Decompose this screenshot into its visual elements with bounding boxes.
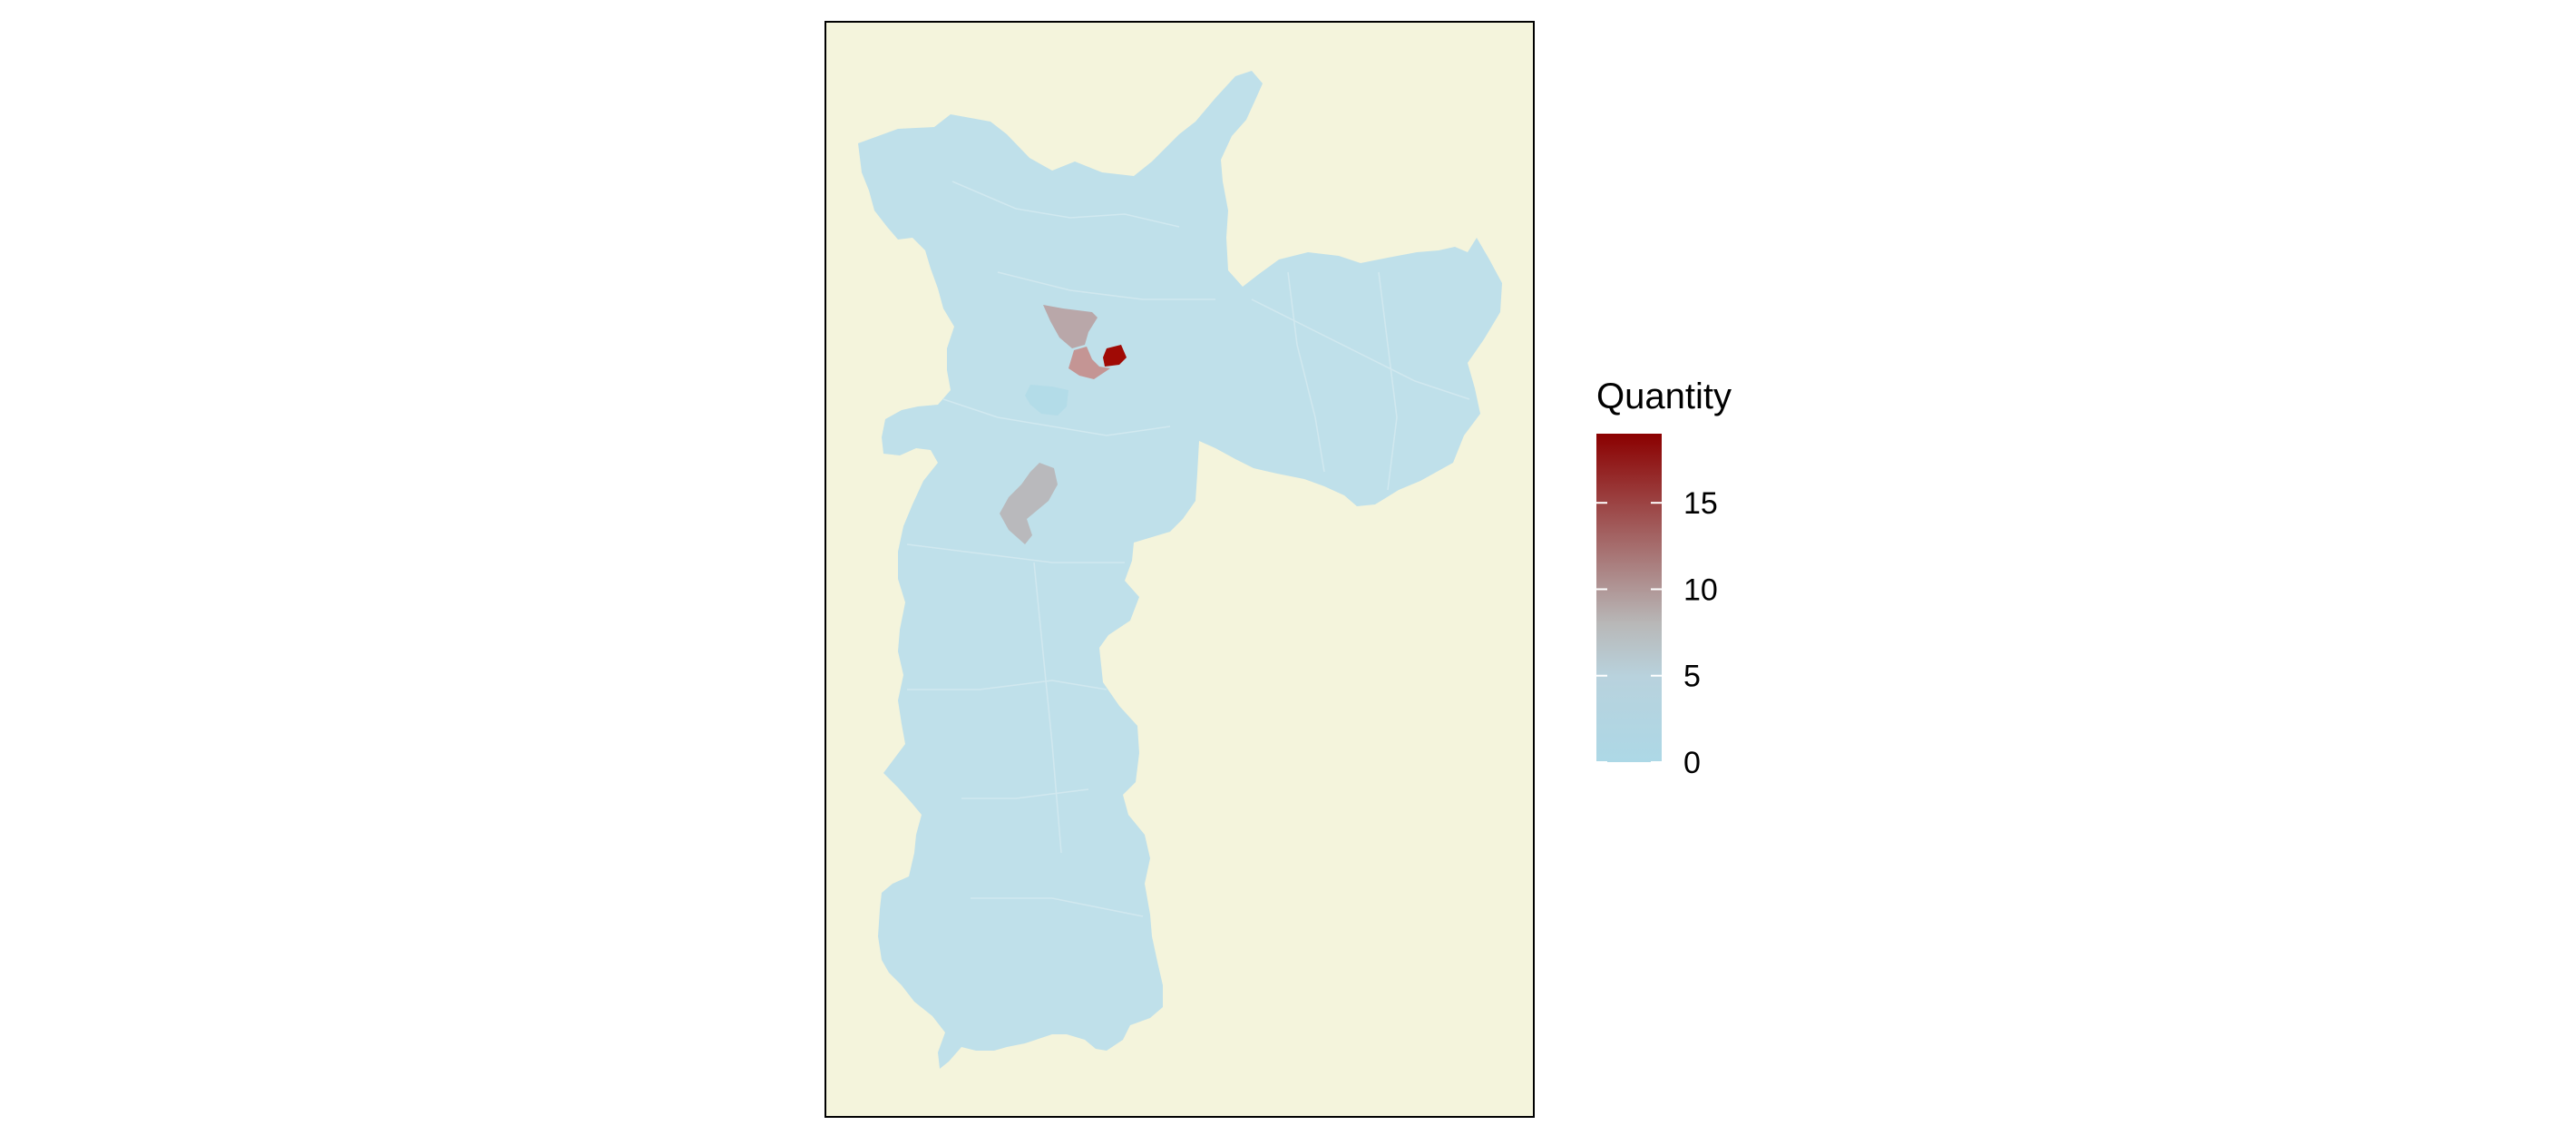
legend-colorbar [1596,434,1662,762]
legend: Quantity 0 5 10 15 [1596,377,1732,780]
city-region [858,71,1502,1069]
highlighted-districts [1000,305,1127,544]
legend-ticks: 0 5 10 15 [1596,486,1718,780]
legend-tick-label: 0 [1683,746,1701,780]
district-highlight [1068,347,1110,379]
district-highlight [1043,305,1098,348]
legend-tick-label: 5 [1683,660,1701,694]
legend-title: Quantity [1596,377,1732,416]
district-highlight [1025,385,1068,416]
legend-tick-label: 15 [1683,486,1718,521]
district-highlight [1000,463,1058,544]
legend-tick-label: 10 [1683,572,1718,607]
district-boundaries [906,181,1470,917]
district-highlight-max [1103,345,1127,367]
